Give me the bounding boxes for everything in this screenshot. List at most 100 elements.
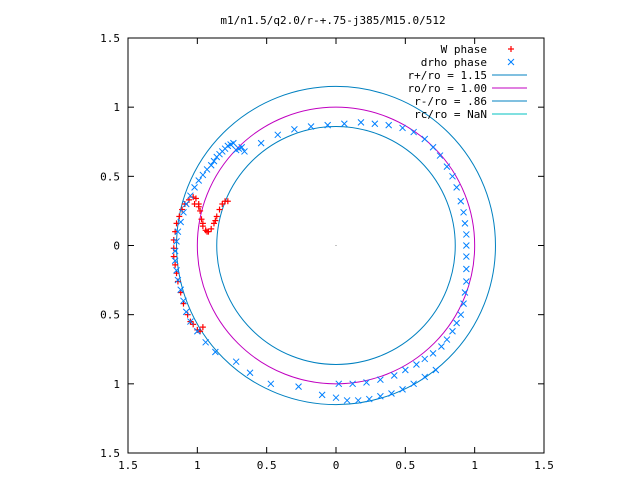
- point-drho phase: [246, 369, 254, 377]
- legend-label: ro/ro = 1.00: [408, 82, 487, 95]
- point-drho phase: [453, 184, 460, 191]
- point-drho phase: [385, 121, 393, 129]
- point-drho phase: [399, 124, 406, 132]
- point-drho phase: [199, 171, 207, 179]
- y-tick-label: 1.5: [100, 32, 120, 45]
- point-drho phase: [182, 308, 190, 316]
- point-W phase: [198, 216, 205, 223]
- point-drho phase: [436, 152, 444, 159]
- point-drho phase: [371, 120, 379, 128]
- point-drho phase: [461, 289, 469, 296]
- point-drho phase: [193, 327, 201, 335]
- point-drho phase: [267, 380, 275, 388]
- legend-label: r+/ro = 1.15: [408, 69, 487, 82]
- point-W phase: [208, 225, 215, 232]
- point-W phase: [197, 207, 204, 214]
- point-drho phase: [413, 361, 420, 368]
- point-drho phase: [174, 228, 182, 236]
- point-drho phase: [401, 366, 409, 374]
- point-drho phase: [421, 355, 429, 363]
- circle-r-/ro = .86: [216, 126, 456, 365]
- point-drho phase: [438, 343, 445, 350]
- point-W phase: [176, 213, 183, 220]
- legend-label: r-/ro = .86: [414, 95, 487, 108]
- point-W phase: [216, 206, 223, 213]
- point-drho phase: [354, 397, 362, 404]
- point-drho phase: [318, 391, 326, 399]
- x-tick-label: 1.5: [534, 459, 554, 472]
- point-drho phase: [335, 380, 343, 388]
- y-tick-label: 0: [113, 240, 120, 253]
- point-drho phase: [173, 237, 180, 245]
- point-W phase: [219, 201, 226, 207]
- point-drho phase: [429, 350, 437, 357]
- point-drho phase: [173, 267, 180, 274]
- point-drho phase: [388, 390, 395, 397]
- point-drho phase: [421, 135, 429, 143]
- point-W phase: [197, 328, 204, 335]
- point-W phase: [191, 201, 198, 207]
- y-tick-label: 1: [113, 378, 120, 391]
- point-drho phase: [399, 386, 406, 393]
- point-drho phase: [195, 177, 203, 184]
- legend-marker: [507, 58, 515, 66]
- point-W phase: [172, 261, 179, 268]
- point-drho phase: [449, 327, 456, 335]
- point-drho phase: [460, 300, 467, 307]
- x-tick-label: 1: [471, 459, 478, 472]
- point-drho phase: [295, 383, 302, 390]
- point-drho phase: [203, 166, 211, 173]
- point-W phase: [199, 324, 206, 331]
- point-W phase: [173, 270, 180, 277]
- point-drho phase: [213, 153, 221, 161]
- point-drho phase: [212, 348, 219, 356]
- point-drho phase: [191, 184, 198, 191]
- point-W phase: [199, 220, 206, 227]
- point-drho phase: [174, 276, 182, 284]
- point-drho phase: [461, 220, 469, 227]
- point-drho phase: [377, 376, 384, 384]
- point-W phase: [210, 220, 217, 227]
- point-drho phase: [462, 265, 470, 273]
- point-drho phase: [291, 125, 298, 133]
- point-drho phase: [457, 311, 465, 319]
- point-drho phase: [443, 163, 451, 171]
- point-W phase: [173, 220, 180, 227]
- x-tick-label: 1: [194, 459, 201, 472]
- point-drho phase: [421, 373, 429, 381]
- point-W phase: [170, 253, 177, 260]
- point-drho phase: [365, 395, 373, 403]
- point-drho phase: [171, 257, 179, 265]
- point-W phase: [180, 300, 187, 307]
- point-drho phase: [180, 208, 187, 216]
- point-W phase: [212, 217, 219, 224]
- point-W phase: [202, 227, 209, 234]
- point-drho phase: [443, 336, 451, 343]
- x-tick-label: 0.5: [257, 459, 277, 472]
- point-drho phase: [177, 218, 185, 226]
- point-drho phase: [210, 157, 218, 165]
- point-drho phase: [171, 247, 179, 255]
- circle-ro/ro = 1.00: [196, 106, 476, 385]
- point-drho phase: [232, 358, 240, 366]
- y-tick-label: 1: [113, 101, 120, 114]
- y-tick-label: 1.5: [100, 447, 120, 460]
- point-drho phase: [462, 278, 470, 285]
- point-drho phase: [332, 394, 340, 402]
- point-drho phase: [462, 253, 470, 260]
- point-drho phase: [349, 380, 356, 388]
- point-drho phase: [453, 319, 460, 327]
- point-W phase: [213, 213, 220, 220]
- x-tick-label: 0: [333, 459, 340, 472]
- axes: 1.5 1 0.5 0 0.5 1 1.51.510.500.511.5: [100, 32, 554, 472]
- point-W phase: [224, 198, 231, 205]
- point-W phase: [172, 228, 179, 235]
- point-drho phase: [377, 392, 384, 400]
- point-drho phase: [177, 286, 185, 294]
- x-tick-label: 0.5: [395, 459, 415, 472]
- point-drho phase: [343, 397, 351, 404]
- legend-label: rc/ro = NaN: [414, 108, 487, 121]
- y-tick-label: 0.5: [100, 309, 120, 322]
